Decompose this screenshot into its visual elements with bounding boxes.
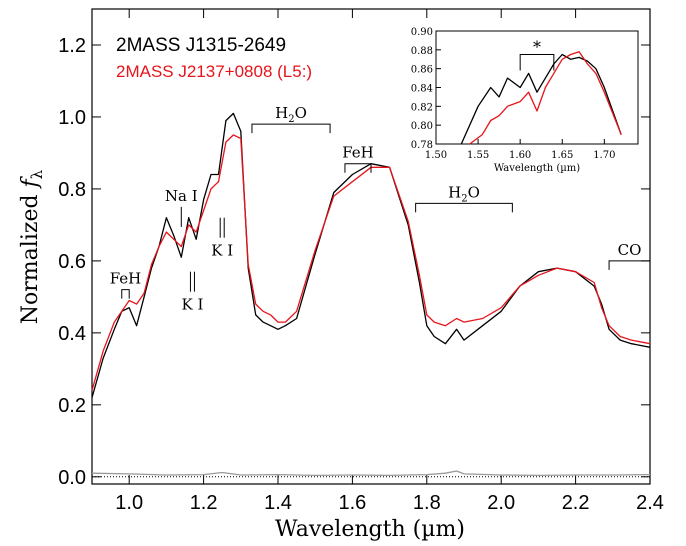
y-tick-label: 0.6 xyxy=(58,251,86,273)
main-axes: 1.0 1.2 1.4 1.6 1.8 2.0 2.2 2.4 0.0 0.2 0.4 0.6 0.8 1… xyxy=(58,9,664,514)
x-tick-label: 1.6 xyxy=(338,492,366,514)
feature-bracket xyxy=(415,202,513,213)
y-axis-label-main: Normalized xyxy=(18,187,43,324)
x-tick-label: 1.0 xyxy=(115,492,143,514)
inset-x-tick-label: 1.55 xyxy=(467,150,489,161)
plot-frame xyxy=(91,8,651,485)
feature-label-sub: 2 xyxy=(288,114,294,125)
inset-y-tick-label: 0.82 xyxy=(411,102,433,113)
inset-y-tick-label: 0.78 xyxy=(411,140,433,151)
y-axis-label: Normalized fλ xyxy=(18,169,46,324)
inset-x-tick-label: 1.65 xyxy=(551,150,573,161)
feature-label-suffix: O xyxy=(295,104,307,122)
feature-label: K I xyxy=(181,296,203,314)
inset-series-line-2 xyxy=(469,51,622,145)
feature-label: K I xyxy=(211,242,233,260)
feature-label: H2O xyxy=(448,183,480,204)
series-line-1 xyxy=(91,112,651,398)
inset-x-tick-label: 1.50 xyxy=(425,150,447,161)
x-tick-label: 1.4 xyxy=(264,492,292,514)
feature-label-sub: 2 xyxy=(461,193,467,204)
x-tick-label: 1.8 xyxy=(413,492,441,514)
feature-label-suffix: O xyxy=(468,183,480,201)
feature-bracket xyxy=(251,123,331,134)
feature-label: FeH xyxy=(342,144,374,162)
feature-label: FeH xyxy=(110,270,142,288)
inset-x-tick-label: 1.70 xyxy=(593,150,615,161)
inset-x-axis-label: Wavelength (µm) xyxy=(494,163,580,174)
x-axis-label: Wavelength (µm) xyxy=(275,517,465,542)
y-tick-label: 0.2 xyxy=(58,395,86,417)
inset-marker-bracket xyxy=(519,54,555,71)
inset-y-tick-label: 0.88 xyxy=(411,46,433,57)
y-tick-label: 0.8 xyxy=(58,179,86,201)
feature-bracket xyxy=(121,289,130,299)
series-line-3 xyxy=(91,470,651,477)
feature-bracket xyxy=(608,260,651,270)
inset-series xyxy=(460,51,622,145)
inset-series-line-1 xyxy=(460,53,622,145)
feature-label: CO xyxy=(618,241,642,259)
feature-bracket xyxy=(344,163,372,173)
main-series xyxy=(91,112,651,477)
y-tick-label: 1.0 xyxy=(58,107,86,129)
inset-y-tick-label: 0.86 xyxy=(411,65,433,76)
y-tick-label: 1.2 xyxy=(58,35,86,57)
legend-item-1: 2MASS J1315-2649 xyxy=(116,35,286,56)
inset-marker: * xyxy=(533,38,541,57)
series-line-2 xyxy=(91,134,651,391)
feature-annotations: FeH Na I K I K I H2O FeH H2O CO xyxy=(110,104,651,314)
x-tick-label: 2.4 xyxy=(636,492,664,514)
inset-y-tick-label: 0.80 xyxy=(411,121,433,132)
feature-label: H2O xyxy=(275,104,307,125)
inset-axes: 1.50 1.55 1.60 1.65 1.70 0.78 0.80 0.82 0.84 0.86… xyxy=(411,27,616,161)
x-tick-label: 1.2 xyxy=(190,492,218,514)
y-tick-label: 0.4 xyxy=(58,323,86,345)
y-axis-label-sub: λ xyxy=(28,169,46,179)
feature-label: Na I xyxy=(165,187,198,205)
x-tick-label: 2.0 xyxy=(487,492,515,514)
legend-item-2: 2MASS J2137+0808 (L5:) xyxy=(116,62,312,81)
inset-x-tick-label: 1.60 xyxy=(509,150,531,161)
inset-y-tick-label: 0.90 xyxy=(411,27,433,38)
x-tick-label: 2.2 xyxy=(562,492,590,514)
y-tick-label: 0.0 xyxy=(58,467,86,489)
inset-y-tick-label: 0.84 xyxy=(411,84,433,95)
inset-chart: 1.50 1.55 1.60 1.65 1.70 0.78 0.80 0.82 0.84 0.86… xyxy=(411,27,639,174)
